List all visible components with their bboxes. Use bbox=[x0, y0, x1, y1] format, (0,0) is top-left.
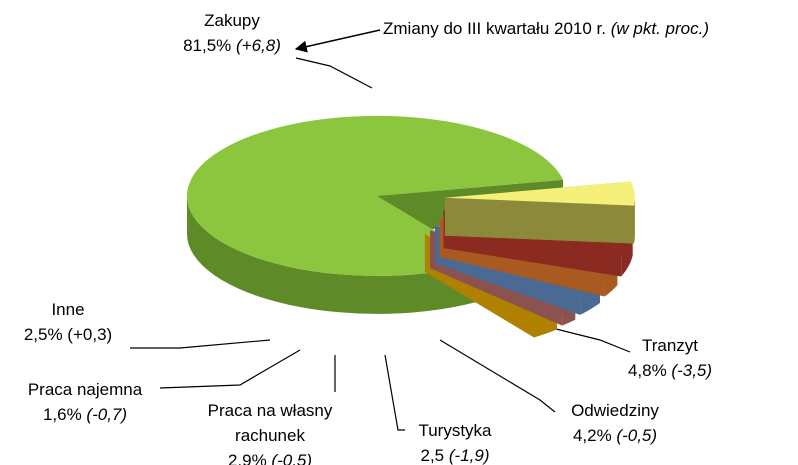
slice-label: Praca na własny rachunek 2,9% (-0,5) bbox=[188, 398, 353, 465]
category-line: Praca na własny rachunek bbox=[188, 398, 353, 448]
slice-cut bbox=[444, 197, 634, 244]
category-line: Turystyka bbox=[385, 418, 525, 443]
change-label: (-1,9) bbox=[448, 446, 490, 465]
category-name: Praca na własny rachunek bbox=[207, 401, 333, 445]
slice-label: Praca najemna 1,6% (-0,7) bbox=[5, 377, 165, 427]
category-name: Odwiedziny bbox=[571, 401, 659, 420]
category-line: Tranzyt bbox=[600, 333, 740, 358]
category-line: Praca najemna bbox=[5, 377, 165, 402]
slice-side bbox=[186, 195, 486, 314]
value-label: 4,8% bbox=[627, 361, 667, 380]
value-label: 1,6% bbox=[42, 405, 82, 424]
category-line: Zakupy bbox=[102, 8, 362, 33]
leader-line bbox=[439, 339, 556, 413]
value-line: 2,5% (+0,3) bbox=[0, 322, 138, 347]
slice-label: Zakupy 81,5% (+6,8) bbox=[102, 8, 362, 58]
change-label: (+6,8) bbox=[236, 36, 281, 55]
leader-line bbox=[295, 57, 373, 89]
value-line: 81,5% (+6,8) bbox=[102, 33, 362, 58]
slice-side bbox=[633, 197, 635, 244]
slice-label: Inne 2,5% (+0,3) bbox=[0, 297, 138, 347]
value-line: 4,2% (-0,5) bbox=[545, 423, 685, 448]
value-line: 1,6% (-0,7) bbox=[5, 402, 165, 427]
slice bbox=[444, 181, 635, 244]
value-line: 2,9% (-0,5) bbox=[188, 448, 353, 465]
slice-label: Turystyka 2,5 (-1,9) bbox=[385, 418, 525, 465]
category-name: Inne bbox=[51, 300, 85, 319]
category-name: Praca najemna bbox=[27, 380, 143, 399]
leader-line bbox=[384, 354, 405, 431]
change-label: (+0,3) bbox=[67, 325, 113, 344]
value-line: 2,5 (-1,9) bbox=[385, 443, 525, 465]
value-label: 2,9% bbox=[227, 451, 267, 465]
change-label: (-0,5) bbox=[616, 426, 658, 445]
annotation: Zmiany do III kwartału 2010 r. (w pkt. p… bbox=[383, 16, 709, 41]
change-label: (-0,7) bbox=[86, 405, 128, 424]
slice-label: Odwiedziny 4,2% (-0,5) bbox=[545, 398, 685, 448]
slice-top bbox=[186, 115, 564, 276]
category-line: Odwiedziny bbox=[545, 398, 685, 423]
category-name: Zakupy bbox=[204, 11, 260, 30]
category-name: Turystyka bbox=[418, 421, 492, 440]
value-line: 4,8% (-3,5) bbox=[600, 358, 740, 383]
annotation-arrow bbox=[294, 29, 381, 53]
annotation-note: (w pkt. proc.) bbox=[610, 19, 709, 38]
change-label: (-0,5) bbox=[271, 451, 313, 465]
value-label: 2,5% bbox=[23, 325, 63, 344]
category-name: Tranzyt bbox=[641, 336, 699, 355]
value-label: 4,2% bbox=[572, 426, 612, 445]
slice-top bbox=[444, 181, 635, 206]
annotation-text: Zmiany do III kwartału 2010 r. bbox=[383, 19, 606, 38]
leader-line bbox=[159, 349, 301, 389]
leader-line bbox=[130, 339, 271, 349]
value-label: 2,5 bbox=[420, 446, 445, 465]
category-line: Inne bbox=[0, 297, 138, 322]
slice-label: Tranzyt 4,8% (-3,5) bbox=[600, 333, 740, 383]
change-label: (-3,5) bbox=[671, 361, 713, 380]
value-label: 81,5% bbox=[183, 36, 232, 55]
